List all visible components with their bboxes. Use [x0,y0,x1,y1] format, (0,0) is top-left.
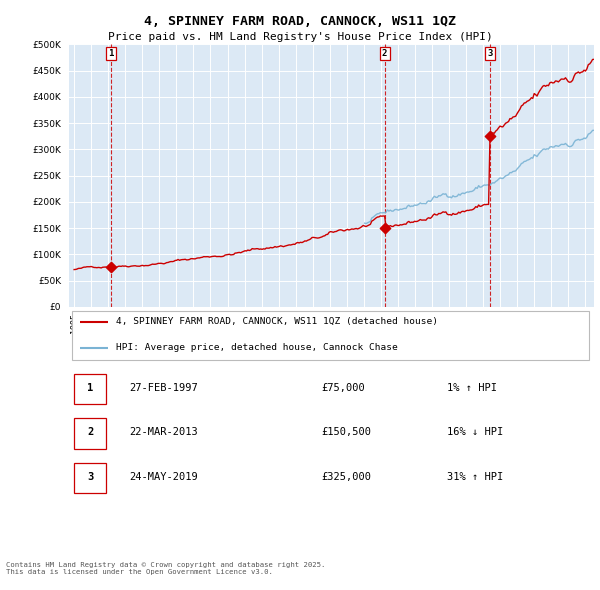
Text: 31% ↑ HPI: 31% ↑ HPI [447,471,503,481]
Point [380,223,389,232]
Text: 22-MAR-2013: 22-MAR-2013 [130,427,198,437]
Text: Price paid vs. HM Land Registry's House Price Index (HPI): Price paid vs. HM Land Registry's House … [107,32,493,42]
FancyBboxPatch shape [74,463,106,493]
Text: £150,500: £150,500 [321,427,371,437]
Text: 2: 2 [382,49,388,58]
Text: 27-FEB-1997: 27-FEB-1997 [130,383,198,393]
Text: 24-MAY-2019: 24-MAY-2019 [130,471,198,481]
Text: £75,000: £75,000 [321,383,365,393]
Text: 1: 1 [108,49,113,58]
Text: 4, SPINNEY FARM ROAD, CANNOCK, WS11 1QZ: 4, SPINNEY FARM ROAD, CANNOCK, WS11 1QZ [144,15,456,28]
FancyBboxPatch shape [71,311,589,360]
Text: 3: 3 [487,49,493,58]
Point [485,132,494,141]
Text: 16% ↓ HPI: 16% ↓ HPI [447,427,503,437]
Text: 3: 3 [87,471,93,481]
Text: 2: 2 [87,427,93,437]
FancyBboxPatch shape [74,418,106,449]
Text: £325,000: £325,000 [321,471,371,481]
FancyBboxPatch shape [74,374,106,405]
Point [106,263,116,272]
Text: 1% ↑ HPI: 1% ↑ HPI [447,383,497,393]
Text: 4, SPINNEY FARM ROAD, CANNOCK, WS11 1QZ (detached house): 4, SPINNEY FARM ROAD, CANNOCK, WS11 1QZ … [116,317,438,326]
Text: HPI: Average price, detached house, Cannock Chase: HPI: Average price, detached house, Cann… [116,343,398,352]
Text: 1: 1 [87,383,93,393]
Text: Contains HM Land Registry data © Crown copyright and database right 2025.
This d: Contains HM Land Registry data © Crown c… [6,562,325,575]
